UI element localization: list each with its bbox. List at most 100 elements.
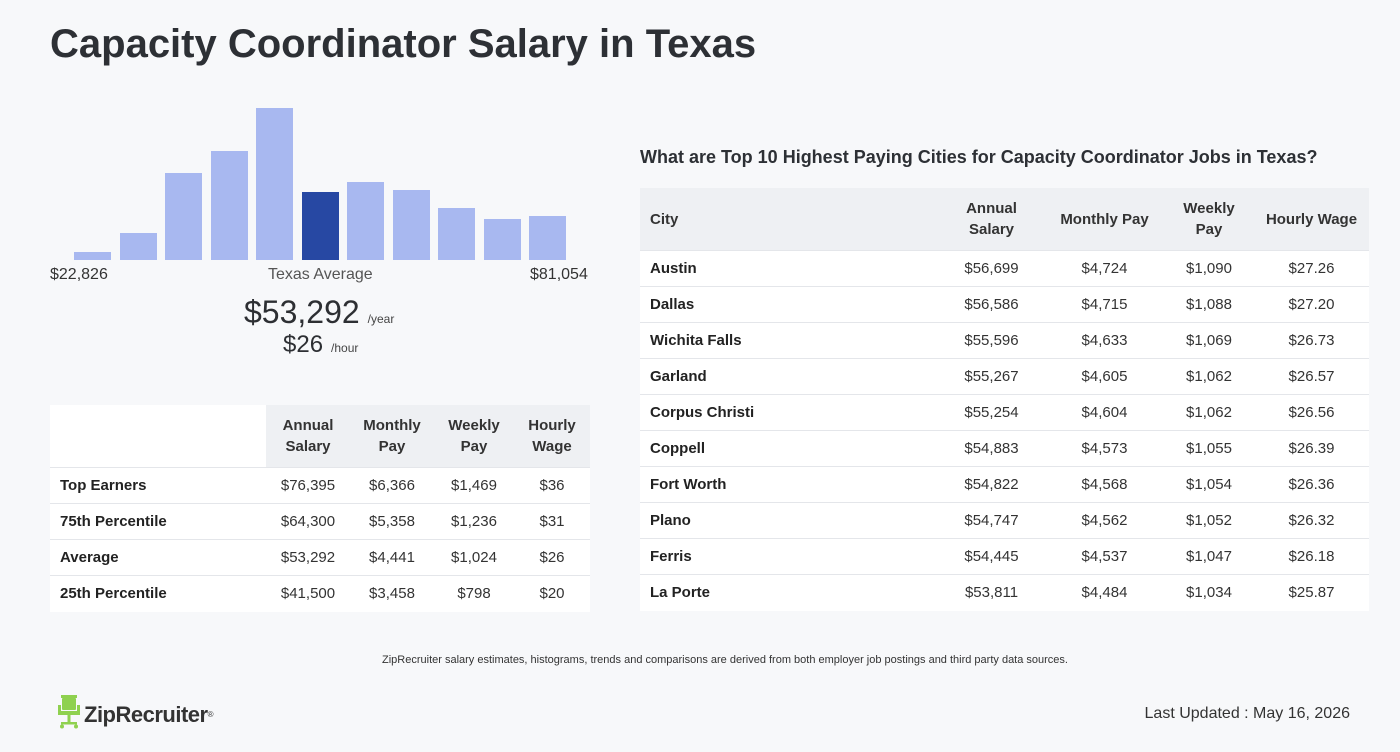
city-cell: $1,069 [1164,322,1254,359]
city-name: Coppell [640,430,938,467]
city-name: Corpus Christi [640,394,938,431]
percentile-header-hourly: Hourly Wage [514,405,590,468]
histogram-bar [211,151,248,260]
city-name: Austin [640,250,938,287]
percentile-header-blank [50,405,266,468]
percentile-cell: $76,395 [266,467,350,504]
city-cell: $4,568 [1045,466,1164,503]
city-cell: $26.18 [1254,538,1369,575]
percentile-cell: $20 [514,575,590,612]
city-cell: $26.32 [1254,502,1369,539]
city-cell: $56,699 [938,250,1045,287]
percentile-cell: $5,358 [350,503,434,540]
percentile-row-label: 75th Percentile [50,503,266,540]
city-cell: $54,747 [938,502,1045,539]
percentile-cell: $798 [434,575,514,612]
city-cell: $4,605 [1045,358,1164,395]
registered-mark: ® [207,710,214,719]
average-hourly-value: $26 [283,331,324,358]
average-yearly: $53,292 /year [244,294,394,331]
last-updated: Last Updated : May 16, 2026 [1144,705,1350,722]
percentile-row-label: Average [50,539,266,576]
histogram-bar [347,182,384,260]
city-cell: $55,596 [938,322,1045,359]
city-row: Coppell $54,883 $4,573 $1,055 $26.39 [640,430,1369,467]
ziprecruiter-logo[interactable]: ZipRecruiter ® [58,695,214,734]
city-row: Corpus Christi $55,254 $4,604 $1,062 $26.56 [640,394,1369,431]
percentile-cell: $64,300 [266,503,350,540]
average-yearly-value: $53,292 [244,294,360,330]
percentile-header-monthly: Monthly Pay [350,405,434,468]
city-cell: $26.73 [1254,322,1369,359]
histogram-bar [529,216,566,260]
cities-header-row: City Annual Salary Monthly Pay Weekly Pa… [640,188,1369,251]
city-row: Dallas $56,586 $4,715 $1,088 $27.20 [640,286,1369,323]
cities-header-annual: Annual Salary [938,188,1045,251]
city-row: Fort Worth $54,822 $4,568 $1,054 $26.36 [640,466,1369,503]
histogram-bar [256,108,293,260]
city-cell: $4,484 [1045,574,1164,611]
city-cell: $54,883 [938,430,1045,467]
histogram-bar [120,233,157,260]
histogram-bar [74,252,111,260]
percentile-header-weekly: Weekly Pay [434,405,514,468]
city-cell: $4,724 [1045,250,1164,287]
city-cell: $26.56 [1254,394,1369,431]
city-cell: $56,586 [938,286,1045,323]
percentile-row: Average $53,292 $4,441 $1,024 $26 [50,539,590,576]
average-hourly-unit: /hour [331,341,359,355]
city-cell: $26.39 [1254,430,1369,467]
city-cell: $4,715 [1045,286,1164,323]
percentile-cell: $26 [514,539,590,576]
percentile-cell: $41,500 [266,575,350,612]
city-cell: $1,062 [1164,358,1254,395]
city-name: Ferris [640,538,938,575]
percentile-cell: $36 [514,467,590,504]
histogram-bar [165,173,202,260]
percentile-cell: $31 [514,503,590,540]
salary-histogram [74,100,568,260]
percentile-cell: $3,458 [350,575,434,612]
city-cell: $55,267 [938,358,1045,395]
percentile-row: 75th Percentile $64,300 $5,358 $1,236 $31 [50,503,590,540]
cities-heading: What are Top 10 Highest Paying Cities fo… [640,147,1318,167]
percentile-cell: $1,236 [434,503,514,540]
percentile-cell: $1,469 [434,467,514,504]
city-name: Plano [640,502,938,539]
city-row: Garland $55,267 $4,605 $1,062 $26.57 [640,358,1369,395]
percentile-header-annual: Annual Salary [266,405,350,468]
city-name: Fort Worth [640,466,938,503]
city-cell: $4,537 [1045,538,1164,575]
city-row: Austin $56,699 $4,724 $1,090 $27.26 [640,250,1369,287]
cities-table: City Annual Salary Monthly Pay Weekly Pa… [640,188,1369,611]
histogram-bar-average [302,192,339,260]
city-cell: $26.57 [1254,358,1369,395]
city-name: Dallas [640,286,938,323]
city-name: Garland [640,358,938,395]
percentile-cell: $4,441 [350,539,434,576]
histogram-bar [438,208,475,260]
city-name: La Porte [640,574,938,611]
city-cell: $1,054 [1164,466,1254,503]
page-title: Capacity Coordinator Salary in Texas [50,22,757,66]
city-row: Ferris $54,445 $4,537 $1,047 $26.18 [640,538,1369,575]
city-cell: $4,573 [1045,430,1164,467]
cities-header-weekly: Weekly Pay [1164,188,1254,251]
histogram-bar [393,190,430,260]
city-cell: $55,254 [938,394,1045,431]
histogram-bar [484,219,521,260]
cities-header-monthly: Monthly Pay [1045,188,1164,251]
city-cell: $53,811 [938,574,1045,611]
histogram-min-label: $22,826 [50,266,108,283]
percentile-cell: $53,292 [266,539,350,576]
city-cell: $54,822 [938,466,1045,503]
chair-icon [58,695,80,734]
city-cell: $26.36 [1254,466,1369,503]
logo-text: ZipRecruiter [84,701,208,727]
cities-header-hourly: Hourly Wage [1254,188,1369,251]
average-yearly-unit: /year [367,312,395,326]
percentile-row-label: 25th Percentile [50,575,266,612]
percentile-table: Annual Salary Monthly Pay Weekly Pay Hou… [50,405,590,612]
footnote: ZipRecruiter salary estimates, histogram… [382,654,1068,666]
